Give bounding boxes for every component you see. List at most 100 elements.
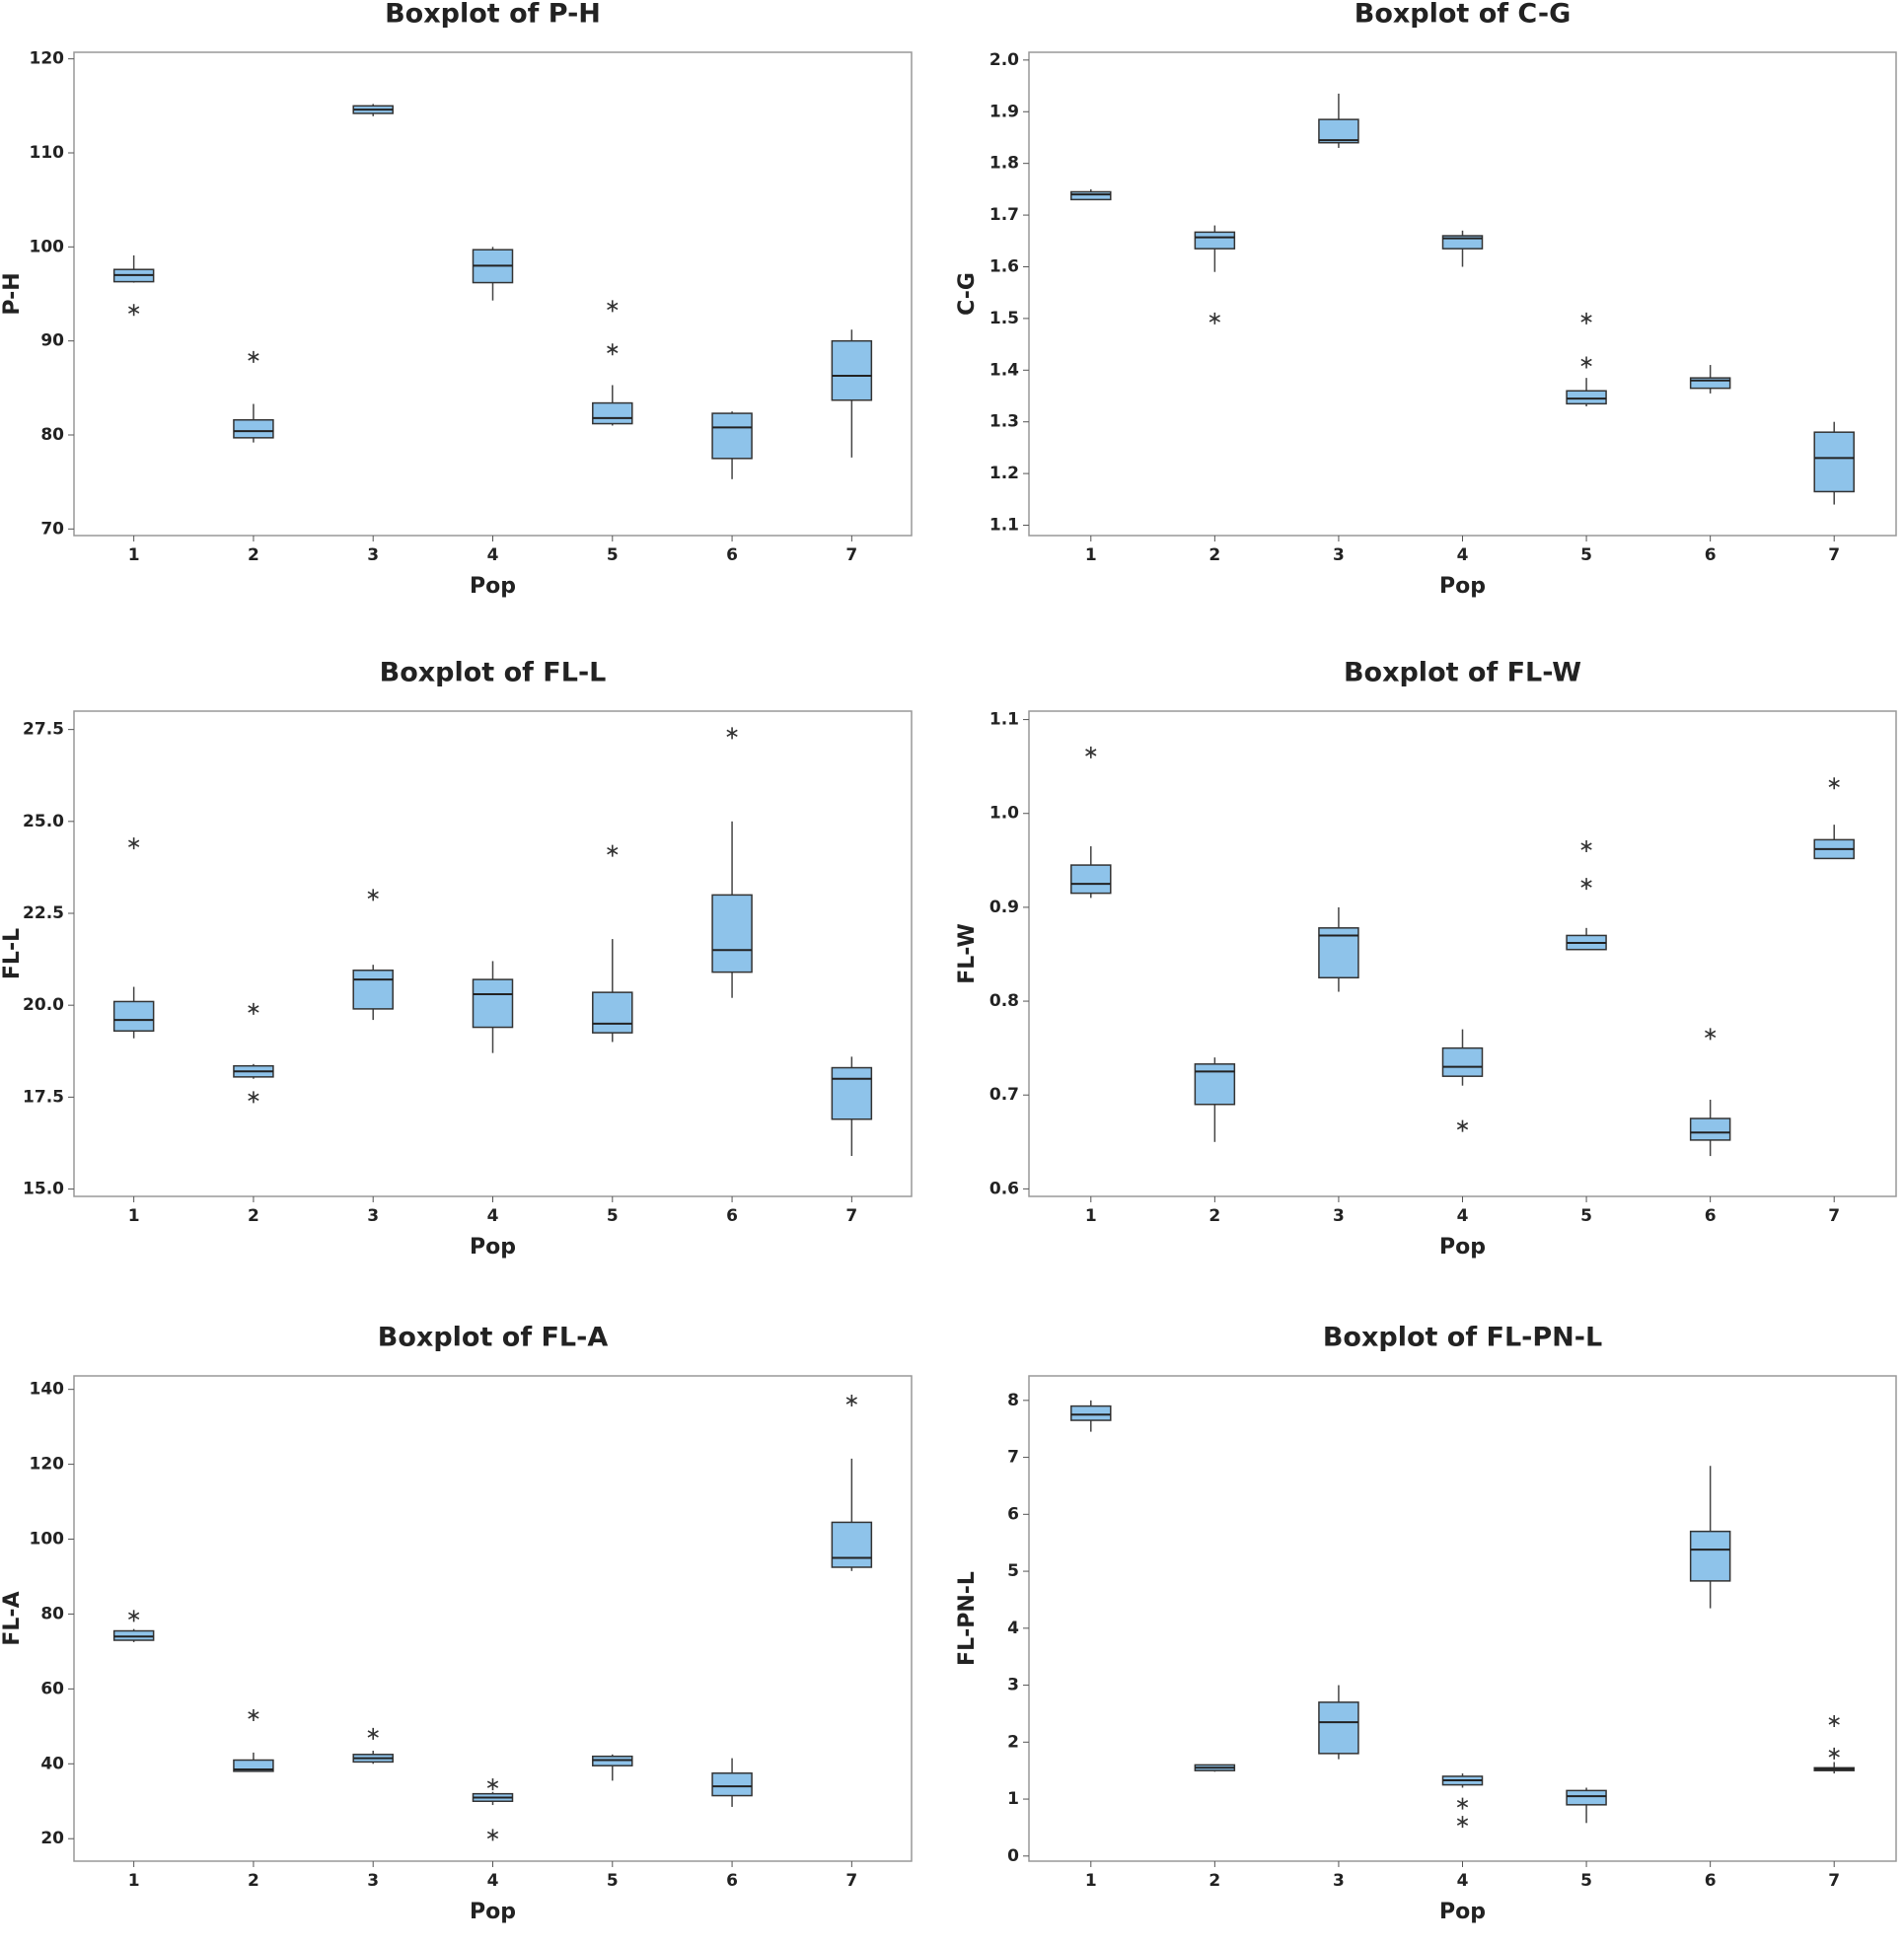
- x-tick-label: 3: [367, 545, 379, 565]
- x-tick-label: 2: [248, 545, 259, 565]
- outlier: [1828, 1747, 1840, 1760]
- x-tick-label: 5: [607, 1871, 619, 1891]
- outlier: [486, 1829, 499, 1841]
- box: [1318, 118, 1359, 144]
- y-tick-label: 120: [30, 1455, 65, 1475]
- y-axis-label: P-H: [0, 272, 25, 315]
- x-tick-label: 1: [1085, 1871, 1097, 1891]
- outlier: [1456, 1797, 1469, 1810]
- x-tick-label: 6: [726, 1206, 738, 1226]
- outlier: [1705, 1028, 1717, 1041]
- x-axis-label: Pop: [470, 1900, 516, 1924]
- x-tick-label: 5: [1580, 545, 1592, 565]
- y-tick-label: 1.7: [989, 205, 1019, 225]
- box: [1566, 1789, 1607, 1806]
- x-tick-label: 5: [607, 1206, 619, 1226]
- y-tick-label: 1: [1007, 1789, 1019, 1809]
- box: [1813, 431, 1855, 493]
- outlier: [248, 1091, 259, 1104]
- box: [1689, 377, 1731, 390]
- x-tick-label: 2: [1208, 545, 1220, 565]
- x-axis-label: Pop: [470, 574, 516, 599]
- y-axis-label: C-G: [955, 272, 980, 316]
- box: [1441, 1046, 1484, 1077]
- outlier: [607, 343, 619, 356]
- box: [233, 418, 274, 439]
- y-tick-label: 1.1: [989, 516, 1019, 536]
- outlier: [128, 837, 140, 850]
- box: [1070, 864, 1112, 895]
- box: [1689, 1117, 1731, 1141]
- y-tick-label: 110: [30, 143, 65, 163]
- box: [233, 1759, 274, 1772]
- x-tick-label: 7: [845, 545, 857, 565]
- y-tick-label: 40: [40, 1754, 64, 1773]
- box: [112, 1000, 155, 1033]
- box: [711, 1772, 753, 1797]
- box: [592, 401, 633, 425]
- box: [1689, 1530, 1731, 1582]
- y-tick-label: 60: [40, 1679, 64, 1698]
- y-axis-label: FL-PN-L: [955, 1571, 980, 1666]
- outlier: [1456, 1816, 1469, 1829]
- x-tick-label: 6: [1705, 1871, 1717, 1891]
- x-tick-label: 3: [1333, 1206, 1345, 1226]
- x-tick-label: 1: [1085, 1206, 1097, 1226]
- x-tick-label: 7: [845, 1206, 857, 1226]
- y-tick-label: 0: [1007, 1846, 1019, 1866]
- x-tick-label: 5: [1580, 1206, 1592, 1226]
- outlier: [1580, 840, 1592, 853]
- y-tick-label: 1.5: [989, 309, 1019, 328]
- box: [1070, 190, 1112, 201]
- x-tick-label: 6: [1705, 545, 1717, 565]
- y-tick-label: 1.6: [989, 256, 1019, 276]
- plot-frame: [1028, 1375, 1897, 1862]
- x-tick-label: 1: [128, 1871, 140, 1891]
- box: [711, 412, 753, 460]
- y-tick-label: 1.9: [989, 102, 1019, 121]
- chart-title: Boxplot of FL-L: [380, 658, 607, 688]
- chart-title: Boxplot of C-G: [1355, 0, 1571, 30]
- outlier: [367, 889, 379, 901]
- outlier: [1580, 312, 1592, 324]
- x-tick-label: 6: [726, 545, 738, 565]
- chart-title: Boxplot of FL-W: [1344, 658, 1581, 688]
- outlier: [1828, 1714, 1840, 1727]
- chart-title: Boxplot of FL-A: [378, 1323, 609, 1353]
- x-tick-label: 1: [128, 545, 140, 565]
- x-tick-label: 7: [1828, 1206, 1840, 1226]
- y-tick-label: 25.0: [23, 812, 64, 831]
- y-tick-label: 1.1: [989, 710, 1019, 730]
- x-axis-label: Pop: [1439, 574, 1486, 599]
- outlier: [248, 350, 259, 363]
- y-tick-label: 17.5: [23, 1087, 64, 1107]
- x-tick-label: 7: [1828, 1871, 1840, 1891]
- box: [831, 1066, 873, 1120]
- x-tick-label: 4: [487, 545, 499, 565]
- y-tick-label: 27.5: [23, 720, 64, 740]
- y-tick-label: 8: [1007, 1391, 1019, 1410]
- y-tick-label: 2: [1007, 1732, 1019, 1752]
- y-tick-label: 90: [40, 331, 64, 351]
- box: [711, 894, 753, 973]
- x-axis-label: Pop: [470, 1235, 516, 1260]
- x-tick-label: 4: [1457, 545, 1469, 565]
- y-axis-label: FL-L: [0, 928, 25, 979]
- x-tick-label: 7: [845, 1871, 857, 1891]
- y-tick-label: 70: [40, 519, 64, 539]
- outlier: [128, 304, 140, 317]
- x-tick-label: 6: [726, 1871, 738, 1891]
- outlier: [726, 727, 738, 740]
- y-axis-label: FL-A: [0, 1591, 25, 1645]
- y-tick-label: 22.5: [23, 903, 64, 923]
- x-tick-label: 1: [128, 1206, 140, 1226]
- x-tick-label: 4: [487, 1206, 499, 1226]
- chart-title: Boxplot of FL-PN-L: [1323, 1323, 1602, 1353]
- outlier: [1456, 1119, 1469, 1132]
- y-tick-label: 4: [1007, 1619, 1019, 1638]
- outlier: [1580, 878, 1592, 891]
- plot-frame: [73, 710, 913, 1197]
- x-tick-label: 2: [248, 1871, 259, 1891]
- x-tick-label: 1: [1085, 545, 1097, 565]
- x-tick-label: 2: [1208, 1871, 1220, 1891]
